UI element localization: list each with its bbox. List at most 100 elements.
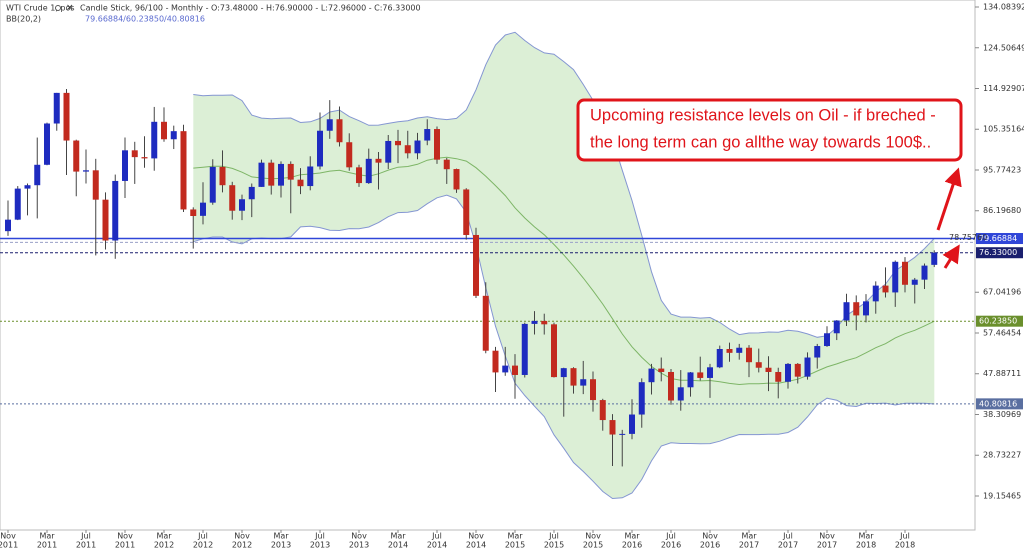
candle-body [239, 199, 245, 211]
level-label: 60.23850 [979, 317, 1017, 326]
x-tick-year: 2011 [115, 541, 135, 550]
x-tick-month: Mar [39, 532, 55, 541]
candle-body [336, 119, 343, 143]
candle-body [570, 368, 577, 386]
candle-body [24, 185, 31, 189]
x-tick-year: 2015 [505, 541, 525, 550]
candle-body [248, 186, 255, 200]
candle-body [687, 372, 694, 388]
candle-body [707, 367, 713, 378]
candle-body [824, 333, 830, 347]
x-tick-year: 2011 [0, 541, 18, 550]
candle-body [551, 324, 557, 378]
candle-body [307, 166, 314, 187]
candle-body [180, 131, 187, 210]
candle-body [131, 150, 138, 158]
candle-body [268, 162, 275, 186]
candle-body [346, 142, 353, 168]
x-tick-year: 2011 [76, 541, 96, 550]
candle-body [385, 140, 392, 163]
arrow [936, 167, 962, 231]
candle-body [453, 169, 460, 190]
candle-body [619, 433, 626, 435]
level-label: 40.80816 [979, 399, 1017, 408]
candle-body [872, 285, 879, 302]
candle-body [375, 158, 382, 163]
x-tick-month: Mar [741, 532, 757, 541]
x-tick-month: Nov [234, 532, 250, 541]
level-label: 78.75760 [949, 233, 987, 242]
candle-body [648, 368, 655, 383]
y-tick-label: 134.08392 [983, 3, 1024, 12]
candle-body [775, 371, 782, 382]
candle-body [736, 347, 743, 353]
x-tick-month: Jul [431, 532, 442, 541]
x-tick-month: Jul [782, 532, 793, 541]
candle-body [726, 349, 733, 353]
candle-body [843, 302, 850, 321]
candle-body [560, 368, 567, 378]
candle-body [53, 92, 60, 124]
x-tick-month: Nov [819, 532, 835, 541]
candle-body [531, 320, 538, 324]
x-tick-month: Nov [117, 532, 133, 541]
candle-body [755, 362, 762, 368]
x-tick-month: Nov [0, 532, 16, 541]
candle-body [599, 400, 606, 421]
close-icon[interactable]: ✕ [66, 4, 74, 14]
x-tick-month: Nov [585, 532, 601, 541]
candle-body [580, 379, 587, 386]
candle-body [326, 119, 333, 131]
x-tick-month: Jul [665, 532, 676, 541]
candle-body [5, 219, 11, 232]
candle-body [356, 167, 362, 184]
arrow [942, 244, 960, 269]
x-tick-year: 2013 [349, 541, 369, 550]
x-tick-month: Mar [858, 532, 874, 541]
instrument: WTI Crude 1, pos [6, 4, 75, 13]
candle-body [209, 166, 216, 203]
levels-layer [0, 237, 975, 405]
x-tick-year: 2012 [193, 541, 213, 550]
x-tick-year: 2013 [310, 541, 330, 550]
candle-body [395, 140, 401, 146]
candle-body [492, 350, 499, 373]
x-tick-month: Mar [507, 532, 523, 541]
candle-body [365, 158, 372, 184]
candle-body [716, 349, 723, 368]
y-tick-label: 86.19680 [983, 206, 1021, 215]
x-tick-month: Nov [351, 532, 367, 541]
x-tick-month: Jul [197, 532, 208, 541]
candle-body [34, 164, 41, 186]
candle-body [200, 202, 206, 216]
candle-body [63, 92, 70, 141]
bollinger-band [193, 32, 935, 499]
candle-body [278, 163, 284, 186]
level-box [976, 247, 1023, 259]
y-tick-label: 105.35164 [983, 125, 1024, 134]
x-tick-year: 2018 [856, 541, 876, 550]
x-tick-year: 2017 [778, 541, 798, 550]
level-box [976, 315, 1023, 327]
candle-body [102, 199, 109, 241]
level-label: 79.66884 [979, 234, 1017, 243]
y-tick-label: 95.77423 [983, 165, 1021, 174]
candle-body [638, 382, 645, 415]
candle-body [502, 365, 509, 373]
candle-body [677, 387, 684, 401]
y-tick-label: 38.30969 [983, 410, 1021, 419]
level-label: 76.33000 [979, 248, 1017, 257]
bollinger-mid [193, 156, 935, 386]
x-tick-year: 2012 [154, 541, 174, 550]
x-tick-year: 2014 [388, 541, 408, 550]
y-tick-label: 28.73227 [983, 451, 1021, 460]
candle-body [892, 261, 899, 293]
x-tick-year: 2015 [544, 541, 564, 550]
x-tick-year: 2015 [583, 541, 603, 550]
y-tick-label: 124.50649 [983, 43, 1024, 52]
candle-body [658, 368, 665, 372]
candle-body [590, 379, 596, 401]
x-tick-year: 2017 [739, 541, 759, 550]
candle-body [746, 347, 752, 363]
candle-body [141, 157, 148, 159]
